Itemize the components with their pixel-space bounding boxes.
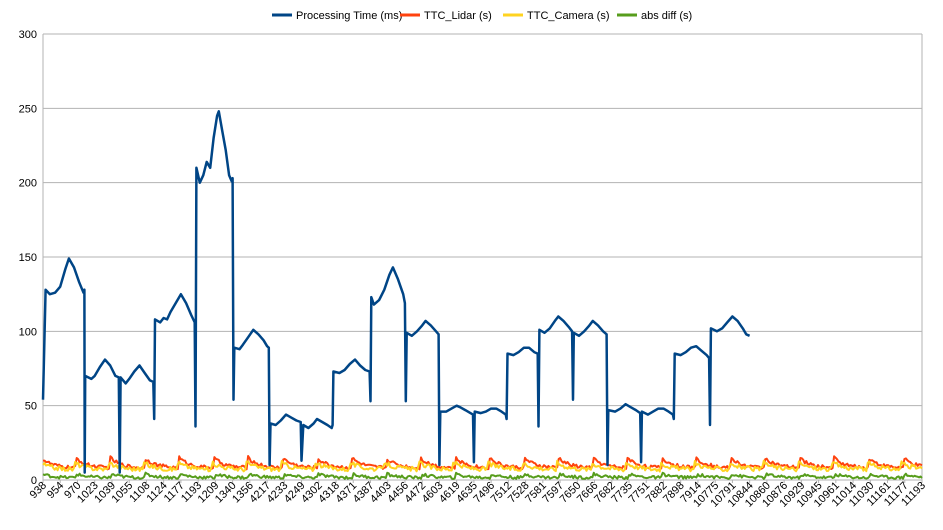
legend-label: abs diff (s) (641, 10, 692, 22)
y-tick-label: 0 (31, 475, 37, 487)
series-line-0 (41, 110, 751, 474)
y-tick-label: 200 (19, 178, 37, 190)
y-tick-label: 250 (19, 103, 37, 115)
gridlines (42, 33, 923, 481)
y-tick-label: 50 (25, 401, 37, 413)
legend-label: TTC_Camera (s) (527, 10, 610, 22)
y-tick-label: 150 (19, 252, 37, 264)
series-line-3 (42, 471, 923, 480)
series-lines (41, 110, 923, 480)
y-axis: 0 50 100 150 200 250 300 (19, 29, 37, 487)
y-tick-label: 100 (19, 326, 37, 338)
chart-legend: Processing Time (ms) TTC_Lidar (s) TTC_Cam… (272, 10, 692, 22)
x-axis: 9389549701023103910551108112411771193120… (28, 480, 928, 510)
series-line-2 (42, 459, 923, 473)
legend-label: Processing Time (ms) (296, 10, 402, 22)
legend-label: TTC_Lidar (s) (424, 10, 492, 22)
y-tick-label: 300 (19, 29, 37, 41)
